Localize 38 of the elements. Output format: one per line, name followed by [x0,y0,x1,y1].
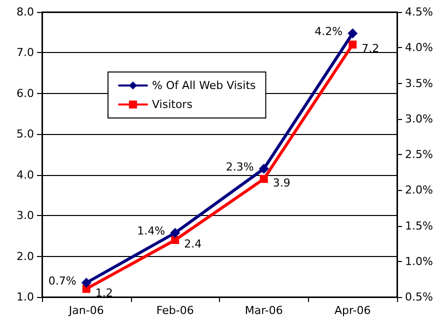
data-label: 0.7% [48,274,76,288]
data-label: 3.9 [272,176,290,190]
y2-tick-label: 4.5% [405,6,433,18]
y2-tick-label: 0.5% [405,290,433,304]
data-label: 7.2 [362,42,380,56]
y-tick-label: 5.0 [16,128,34,141]
data-label: 2.4 [184,238,202,250]
x-tick-label: Mar-06 [244,304,283,317]
point [258,164,269,174]
data-label: 1.2 [95,286,113,300]
point [171,236,180,244]
y-tick-label: 6.0 [16,86,34,100]
legend-label: % Of All Web Visits [152,79,256,92]
data-label: 2.3% [226,160,254,174]
x-tick-label: Jan-06 [68,304,104,317]
y-tick-label: 8.0 [16,6,34,18]
point [348,40,357,49]
y-tick-label: 1.0 [16,290,34,304]
y-tick-label: 2.0 [16,250,34,263]
y2-tick-label: 2.5% [405,148,433,161]
y-tick-label: 7.0 [16,46,34,60]
data-label: 4.2% [314,24,343,38]
point [260,174,268,183]
data-label: 1.4% [137,224,166,238]
y2-tick-label: 1.5% [405,219,433,232]
point [348,28,358,38]
x-tick-label: Feb-06 [156,304,194,317]
y2-tick-label: 3.5% [405,76,433,90]
y2-tick-label: 2.0% [405,184,433,197]
y2-tick-label: 1.0% [405,254,433,268]
y2-tick-label: 4.0% [405,41,433,54]
point [170,228,180,238]
x-tick-label: Apr-06 [334,304,371,317]
y-tick-label: 4.0 [16,168,34,182]
y-tick-label: 3.0 [16,209,34,222]
legend-label: Visitors [152,98,193,111]
point [81,278,92,288]
y2-tick-label: 3.0% [405,112,433,126]
